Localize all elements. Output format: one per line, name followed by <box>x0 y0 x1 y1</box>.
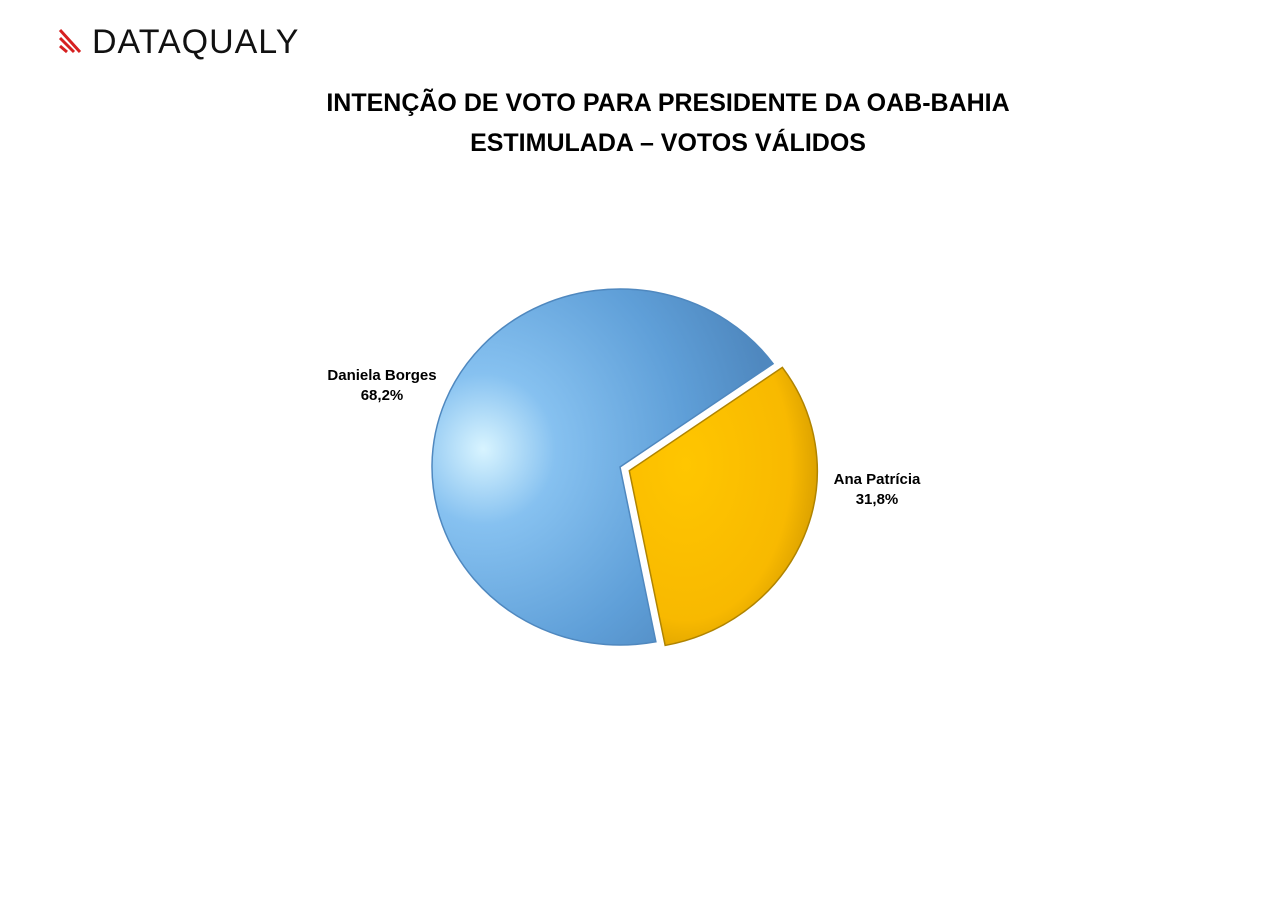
pie-slice <box>431 288 775 646</box>
logo-text: DATAQUALY <box>92 23 299 61</box>
pie-slice <box>628 366 819 647</box>
slice-value: 31,8% <box>856 491 899 508</box>
slice-value: 68,2% <box>361 387 404 404</box>
chart-title: INTENÇÃO DE VOTO PARA PRESIDENTE DA OAB-… <box>326 87 1009 117</box>
slice-label: Ana Patrícia <box>834 471 921 488</box>
chart-subtitle: ESTIMULADA – VOTOS VÁLIDOS <box>470 128 866 157</box>
slice-label: Daniela Borges <box>327 367 436 384</box>
logo-icon <box>58 28 82 54</box>
